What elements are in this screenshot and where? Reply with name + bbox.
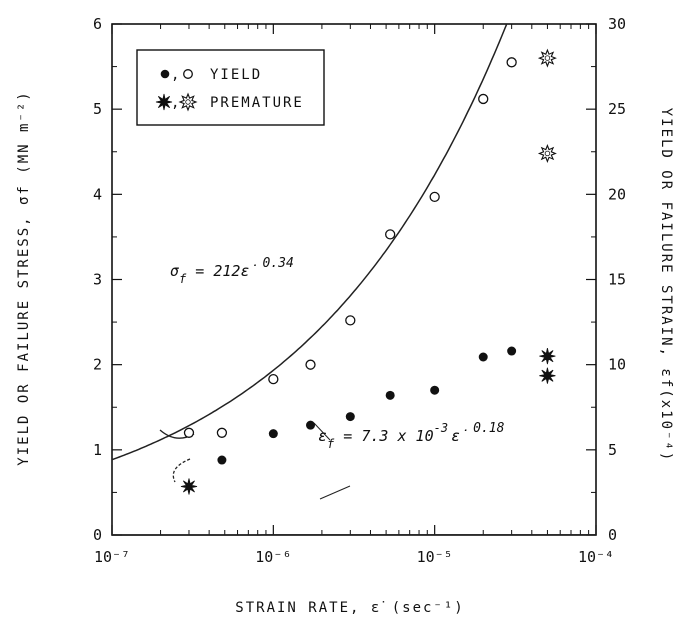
x-axis-ticks: 10⁻⁷ 10⁻⁶ 10⁻⁵ 10⁻⁴	[94, 24, 614, 566]
filled-circle-point	[217, 455, 227, 465]
right-y-tick-label: 15	[608, 271, 626, 289]
svg-text:,: ,	[171, 67, 181, 83]
left-y-tick-label: 2	[93, 356, 102, 374]
left-y-tick-label: 4	[93, 185, 102, 203]
right-y-tick-label: 0	[608, 526, 617, 544]
right-y-tick-label: 5	[608, 441, 617, 459]
open-circle-point	[429, 191, 440, 203]
open-circle-point	[216, 427, 228, 438]
open-circle-point	[478, 93, 489, 105]
filled-star-point	[180, 478, 198, 495]
open-circle-point	[183, 427, 195, 438]
legend-star-filled-shape	[155, 93, 173, 111]
equation-stress: σf = 212ε̇ 0.34	[170, 256, 294, 286]
x-tick-label: 10⁻⁷	[94, 548, 130, 566]
filled-circle-point	[268, 429, 278, 439]
legend-label-premature: PREMATURE	[210, 95, 304, 111]
legend-filled-circle-marker	[160, 69, 170, 79]
filled-star-point	[539, 367, 556, 384]
leader-line-stress	[319, 485, 351, 500]
open-circle-point	[385, 229, 396, 240]
filled-circle-point	[478, 352, 488, 362]
left-y-axis-title: YIELD OR FAILURE STRESS, σf (MN m⁻²)	[16, 90, 32, 465]
right-y-tick-label: 30	[608, 15, 626, 33]
filled-circle-point	[430, 385, 440, 395]
filled-circle-point	[345, 412, 355, 422]
legend-box	[136, 49, 325, 126]
open-star-point-center	[544, 55, 551, 61]
open-circle-point	[345, 315, 356, 326]
right-y-axis-title: YIELD OR FAILURE STRAIN, εf(x10⁻⁴)	[658, 108, 674, 463]
x-tick-label: 10⁻⁵	[417, 548, 453, 566]
x-tick-label: 10⁻⁴	[578, 548, 614, 566]
x-axis-title: STRAIN RATE, ε̇ (sec⁻¹)	[235, 600, 464, 616]
annotation-arrow-filled	[172, 458, 191, 483]
right-y-tick-label: 10	[608, 356, 626, 374]
leader-line-strain	[313, 422, 331, 441]
equation-strain: εf = 7.3 x 10-3 ε̇ 0.18	[318, 421, 505, 451]
legend-open-circle-marker	[183, 69, 193, 79]
open-circle-point	[268, 373, 279, 385]
legend-star-open-shape-center	[185, 99, 191, 105]
x-tick-label: 10⁻⁶	[255, 548, 291, 566]
legend-open-star-marker	[178, 92, 198, 112]
right-y-tick-label: 20	[608, 185, 626, 203]
data-points	[180, 48, 557, 495]
open-star-point-center	[544, 150, 551, 157]
filled-star-point	[539, 348, 556, 365]
legend-filled-star-marker	[155, 93, 173, 111]
open-circle-point	[305, 359, 316, 370]
left-y-tick-label: 5	[93, 100, 102, 118]
filled-circle-point	[507, 346, 517, 356]
left-y-tick-label: 0	[93, 526, 102, 544]
legend: , YIELD , PREMATURE	[136, 49, 325, 126]
legend-label-yield: YIELD	[210, 67, 262, 83]
svg-text:,: ,	[171, 95, 181, 111]
right-y-axis-ticks: 0 5 10 15 20 25 30	[586, 15, 626, 544]
left-y-tick-label: 3	[93, 271, 102, 289]
open-circle-point	[506, 57, 517, 68]
left-y-tick-label: 1	[93, 441, 102, 459]
left-y-axis-ticks: 0 1 2 3 4 5 6	[93, 15, 122, 544]
fit-curve-stress	[111, 24, 508, 461]
left-y-tick-label: 6	[93, 15, 102, 33]
filled-circle-point	[385, 390, 395, 400]
right-y-tick-label: 25	[608, 100, 626, 118]
filled-circle-point	[306, 420, 316, 430]
